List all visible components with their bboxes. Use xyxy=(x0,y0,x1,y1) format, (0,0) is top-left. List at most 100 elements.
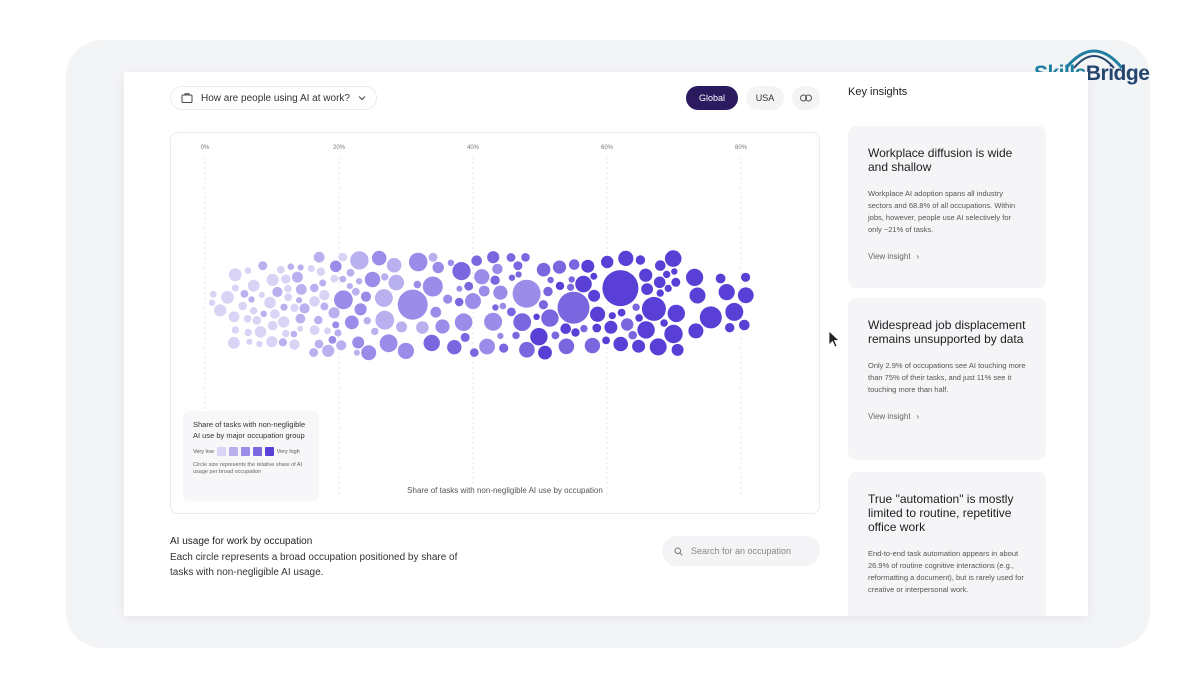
occupation-bubble[interactable] xyxy=(671,277,681,287)
occupation-bubble[interactable] xyxy=(397,289,428,320)
occupation-bubble[interactable] xyxy=(371,327,379,336)
occupation-bubble[interactable] xyxy=(254,326,267,338)
occupation-bubble[interactable] xyxy=(571,328,580,337)
question-dropdown[interactable]: How are people using AI at work? xyxy=(170,86,377,110)
occupation-bubble[interactable] xyxy=(686,268,704,286)
occupation-bubble[interactable] xyxy=(328,336,337,344)
occupation-bubble[interactable] xyxy=(551,331,560,340)
occupation-bubble[interactable] xyxy=(287,263,295,270)
occupation-bubble[interactable] xyxy=(314,315,323,325)
occupation-bubble[interactable] xyxy=(228,336,240,349)
occupation-bubble[interactable] xyxy=(280,303,288,311)
occupation-bubble[interactable] xyxy=(513,313,532,331)
occupation-bubble[interactable] xyxy=(307,265,315,272)
occupation-bubble[interactable] xyxy=(632,303,640,311)
occupation-bubble[interactable] xyxy=(671,343,684,356)
occupation-bubble[interactable] xyxy=(309,296,320,307)
occupation-bubble[interactable] xyxy=(460,332,470,342)
occupation-bubble[interactable] xyxy=(379,334,398,353)
occupation-bubble[interactable] xyxy=(231,284,239,292)
occupation-bubble[interactable] xyxy=(413,280,422,289)
occupation-bubble[interactable] xyxy=(602,336,610,345)
occupation-bubble[interactable] xyxy=(208,299,216,306)
occupation-bubble[interactable] xyxy=(718,284,735,301)
occupation-bubble[interactable] xyxy=(689,287,706,304)
occupation-bubble[interactable] xyxy=(454,297,464,307)
occupation-bubble[interactable] xyxy=(354,303,367,316)
occupation-bubble[interactable] xyxy=(454,313,473,331)
occupation-bubble[interactable] xyxy=(530,328,548,346)
occupation-bubble[interactable] xyxy=(490,275,500,285)
occupation-bubble[interactable] xyxy=(613,336,628,352)
occupation-bubble[interactable] xyxy=(632,339,646,353)
occupation-bubble[interactable] xyxy=(512,331,520,340)
occupation-bubble[interactable] xyxy=(319,289,330,301)
occupation-bubble[interactable] xyxy=(272,286,283,298)
occupation-bubble[interactable] xyxy=(639,268,653,282)
occupation-bubble[interactable] xyxy=(350,251,369,270)
view-insight-link[interactable]: View insight › xyxy=(868,412,1026,421)
occupation-bubble[interactable] xyxy=(568,259,580,270)
occupation-bubble[interactable] xyxy=(515,271,522,278)
occupation-bubble[interactable] xyxy=(422,276,443,297)
occupation-bubble[interactable] xyxy=(493,285,508,300)
occupation-bubble[interactable] xyxy=(291,271,303,283)
occupation-bubble[interactable] xyxy=(443,294,453,304)
occupation-bubble[interactable] xyxy=(581,259,595,273)
occupation-bubble[interactable] xyxy=(715,273,726,284)
occupation-bubble[interactable] xyxy=(555,281,565,291)
occupation-bubble[interactable] xyxy=(322,344,335,357)
occupation-bubble[interactable] xyxy=(737,287,754,304)
occupation-bubble[interactable] xyxy=(364,271,381,288)
occupation-bubble[interactable] xyxy=(276,265,285,274)
occupation-bubble[interactable] xyxy=(238,301,247,311)
occupation-bubble[interactable] xyxy=(351,287,360,296)
region-usa-button[interactable]: USA xyxy=(746,86,784,110)
occupation-bubble[interactable] xyxy=(319,279,327,287)
occupation-bubble[interactable] xyxy=(299,303,310,314)
occupation-bubble[interactable] xyxy=(667,304,685,323)
occupation-bubble[interactable] xyxy=(361,345,377,361)
occupation-bubble[interactable] xyxy=(240,290,249,298)
occupation-bubble[interactable] xyxy=(538,345,552,360)
occupation-bubble[interactable] xyxy=(590,306,606,322)
view-insight-link[interactable]: View insight › xyxy=(868,252,1026,261)
occupation-bubble[interactable] xyxy=(568,276,575,283)
occupation-bubble[interactable] xyxy=(506,253,516,262)
occupation-bubble[interactable] xyxy=(416,321,429,334)
occupation-bubble[interactable] xyxy=(641,283,653,295)
occupation-bubble[interactable] xyxy=(567,283,575,291)
occupation-bubble[interactable] xyxy=(641,296,666,321)
occupation-bubble[interactable] xyxy=(499,343,509,353)
occupation-bubble[interactable] xyxy=(258,261,268,271)
occupation-bubble[interactable] xyxy=(244,328,252,337)
occupation-bubble[interactable] xyxy=(592,323,602,333)
occupation-bubble[interactable] xyxy=(360,291,372,302)
occupation-bubble[interactable] xyxy=(557,291,590,324)
occupation-bubble[interactable] xyxy=(456,285,463,292)
occupation-bubble[interactable] xyxy=(580,324,588,333)
occupation-bubble[interactable] xyxy=(601,255,614,269)
occupation-bubble[interactable] xyxy=(699,306,722,329)
occupation-bubble[interactable] xyxy=(408,252,428,272)
occupation-bubble[interactable] xyxy=(249,307,258,315)
occupation-bubble[interactable] xyxy=(396,321,408,333)
occupation-bubble[interactable] xyxy=(464,281,474,291)
occupation-bubble[interactable] xyxy=(621,318,634,331)
occupation-bubble[interactable] xyxy=(655,260,666,271)
occupation-bubble[interactable] xyxy=(602,270,639,307)
occupation-bubble[interactable] xyxy=(664,284,672,292)
occupation-bubble[interactable] xyxy=(290,303,299,312)
occupation-bubble[interactable] xyxy=(267,320,278,331)
occupation-bubble[interactable] xyxy=(471,255,483,266)
occupation-bubble[interactable] xyxy=(428,252,438,262)
occupation-bubble[interactable] xyxy=(281,274,291,284)
occupation-bubble[interactable] xyxy=(266,273,279,286)
occupation-bubble[interactable] xyxy=(499,302,507,310)
occupation-bubble[interactable] xyxy=(552,260,567,274)
occupation-bubble[interactable] xyxy=(588,289,601,302)
occupation-bubble[interactable] xyxy=(309,325,320,336)
occupation-bubble[interactable] xyxy=(314,339,324,349)
occupation-bubble[interactable] xyxy=(423,334,440,352)
occupation-bubble[interactable] xyxy=(282,329,290,338)
